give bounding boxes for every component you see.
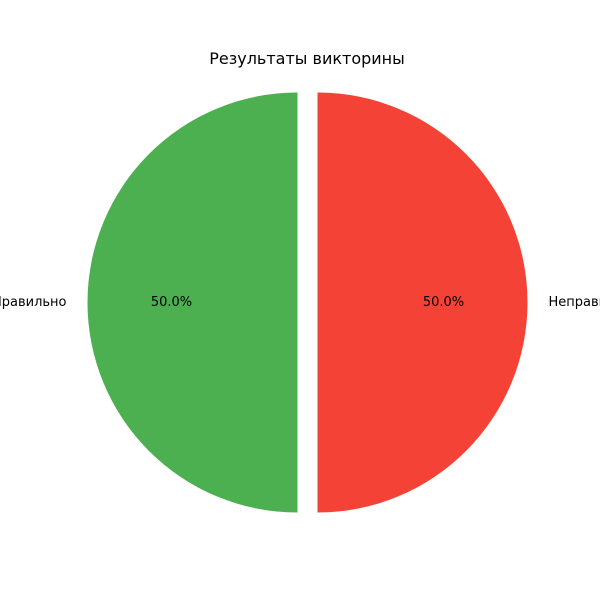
pie-pct-label-1: 50.0% [151, 295, 192, 310]
pie-pct-label-2: 50.0% [423, 295, 464, 310]
pie-slice-1 [88, 93, 298, 513]
pie-category-label-2: Неправильно [549, 295, 600, 310]
chart-title: Результаты викторины [209, 49, 405, 68]
pie-category-label-1: Правильно [0, 295, 67, 310]
